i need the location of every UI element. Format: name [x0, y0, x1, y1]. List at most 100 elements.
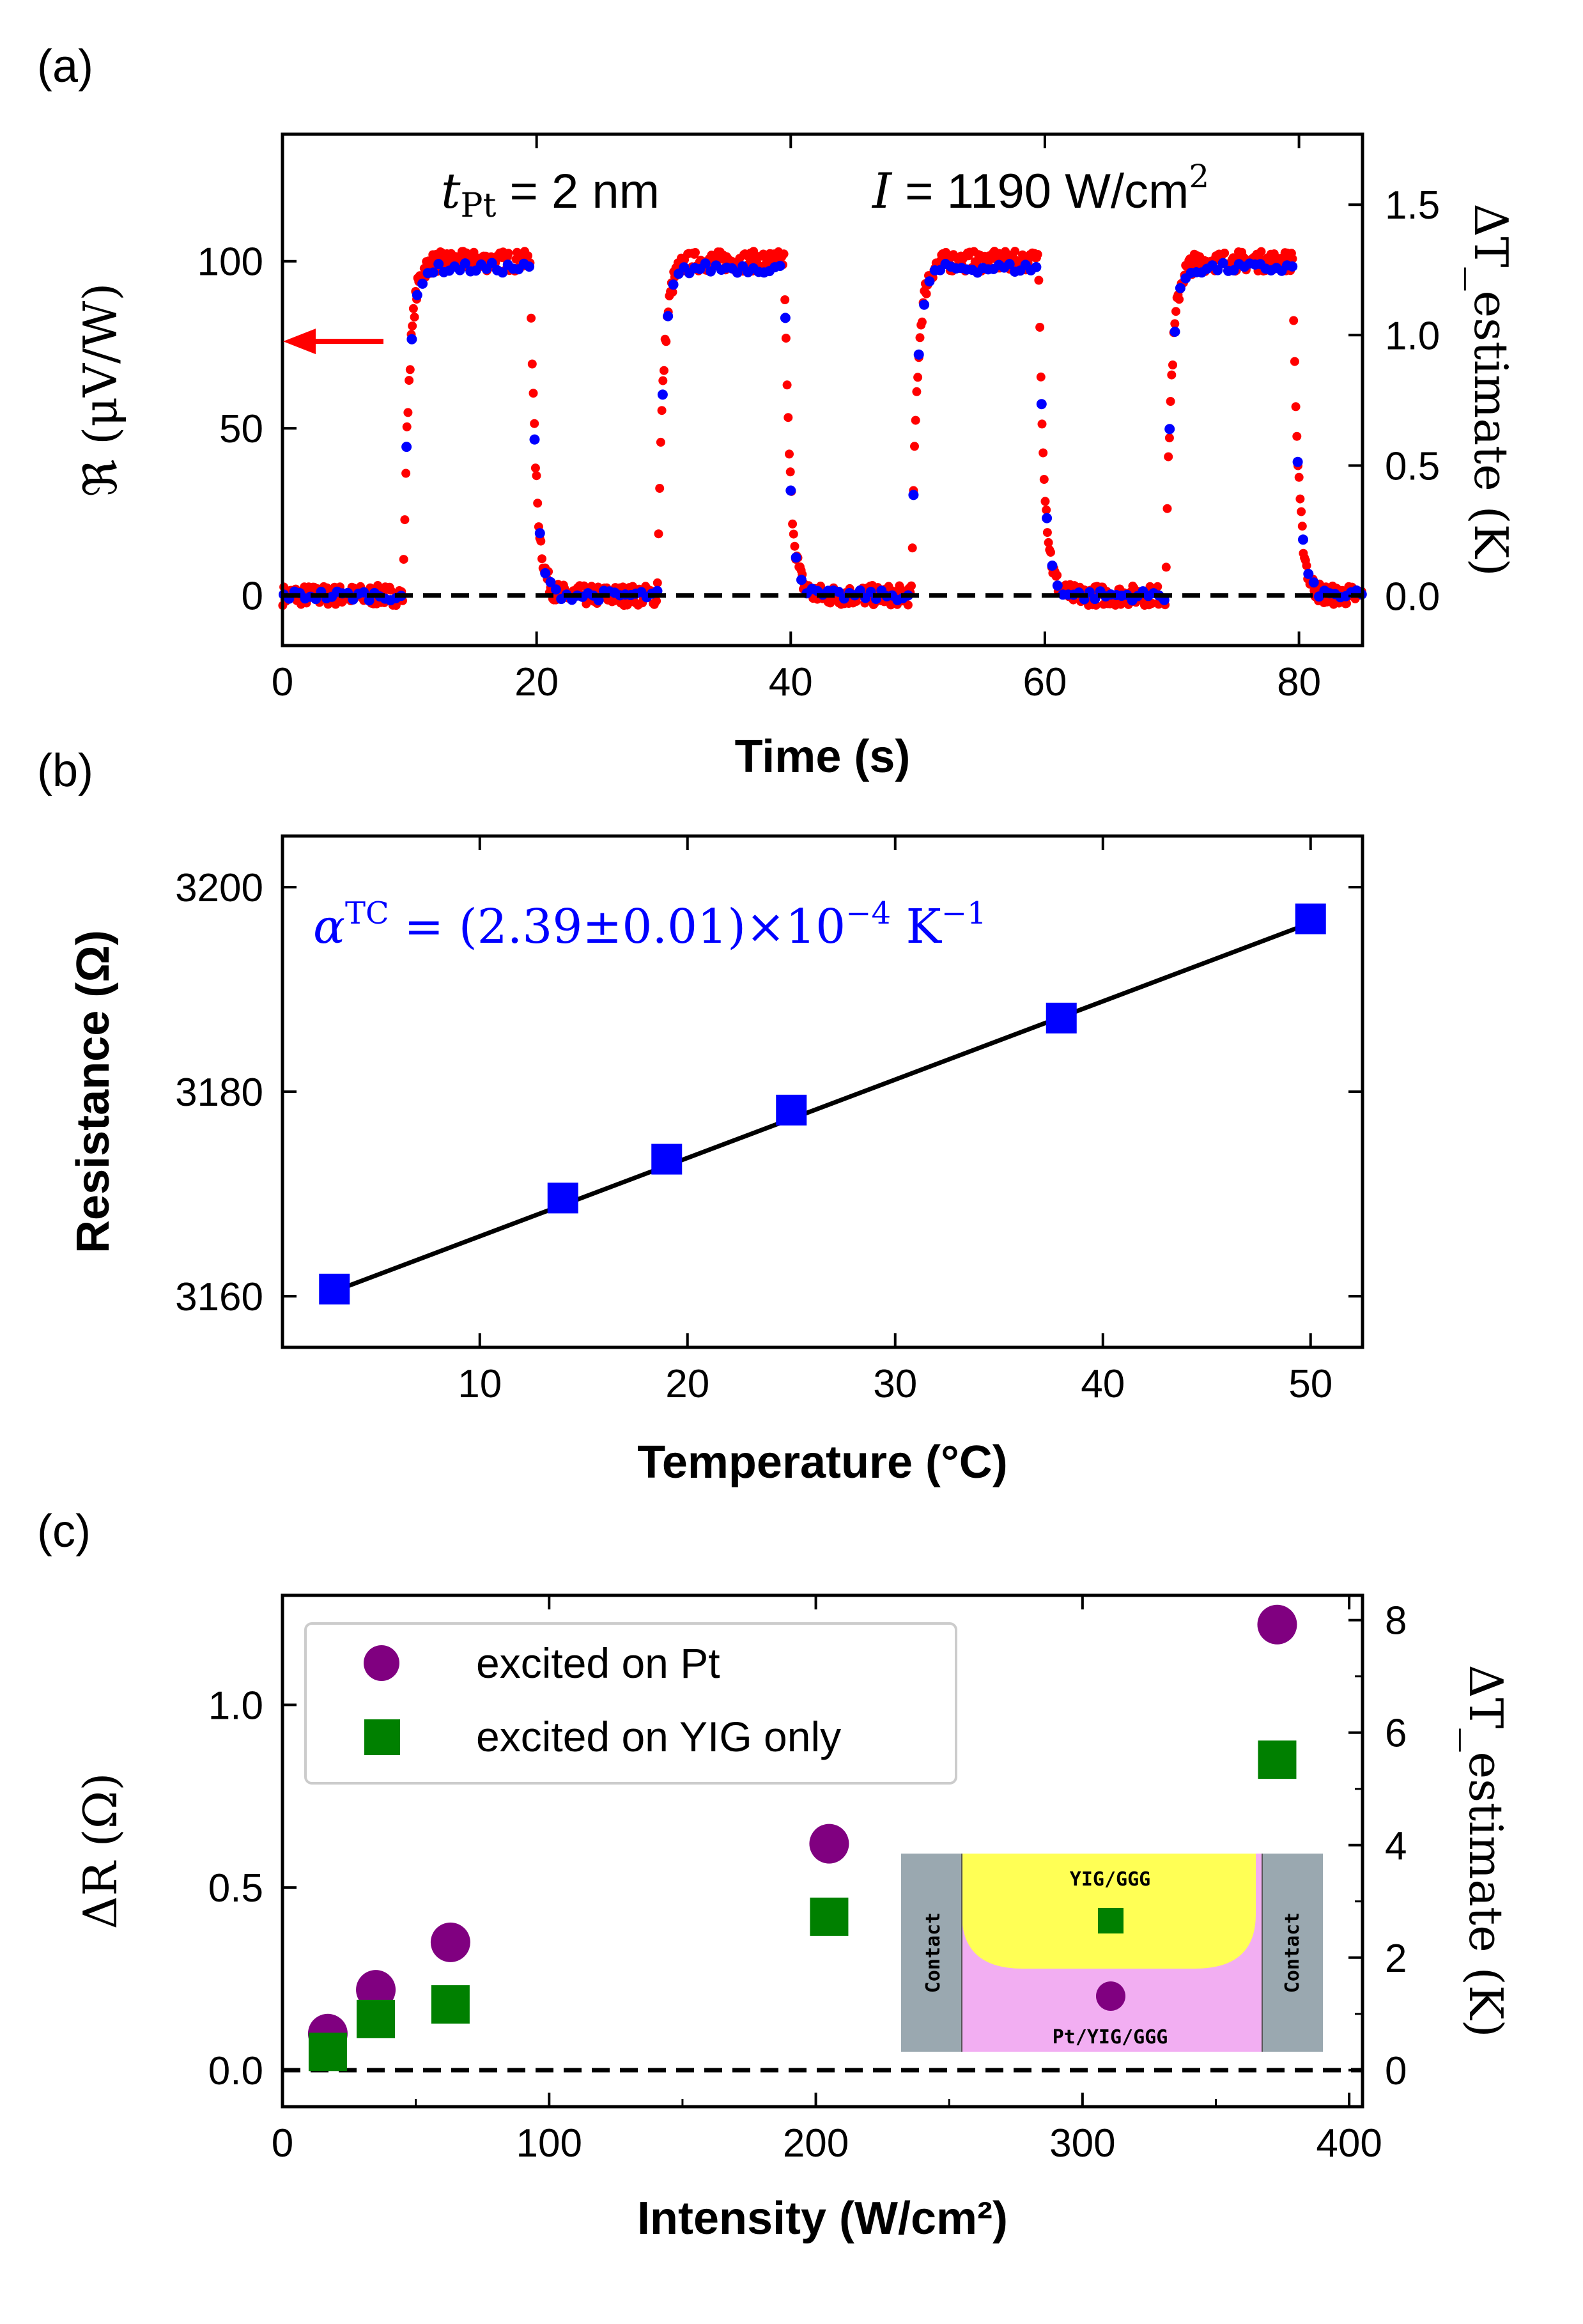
- panel-c-axes: 0 100 200 300 400 0.0 0.5 1.0 0 2 4 6 8: [208, 1595, 1407, 2165]
- raw-point: [1168, 360, 1177, 369]
- raw-point: [1175, 295, 1184, 304]
- averaged-point: [1212, 265, 1223, 275]
- averaged-point: [359, 587, 369, 598]
- raw-point: [1342, 599, 1351, 608]
- raw-point: [1166, 397, 1175, 406]
- resistance-point: [651, 1143, 683, 1175]
- svg-text:Resistance (Ω): Resistance (Ω): [68, 930, 119, 1253]
- panel-a-x-axis-label: Time (s): [735, 731, 911, 782]
- averaged-point: [417, 278, 428, 289]
- excited-on-yig-point: [810, 1897, 849, 1936]
- x-tick-label: 400: [1316, 2121, 1382, 2165]
- averaged-point: [545, 577, 556, 587]
- raw-point: [785, 449, 794, 459]
- averaged-point: [550, 584, 561, 595]
- resistance-point: [547, 1182, 578, 1214]
- x-tick-label: 300: [1049, 2121, 1115, 2165]
- averaged-point: [1031, 261, 1042, 272]
- x-tick-label: 40: [769, 660, 813, 704]
- averaged-point: [854, 585, 865, 596]
- averaged-point: [1217, 258, 1228, 268]
- averaged-point: [1308, 577, 1319, 588]
- panel-c-legend: excited on Pt excited on YIG only: [304, 1622, 957, 1785]
- averaged-point: [1292, 456, 1303, 467]
- x-tick-label: 0: [272, 660, 293, 704]
- panel-c-plot-area: [282, 1604, 1363, 2073]
- raw-point: [749, 247, 759, 256]
- raw-point: [1256, 247, 1266, 256]
- x-tick-label: 80: [1277, 660, 1321, 704]
- y2-tick-label: 1.0: [1385, 314, 1440, 358]
- raw-point: [408, 304, 418, 313]
- panel-a-thickness-annotation: tPt = 2 nm: [441, 162, 660, 225]
- svg-text:ΔR (Ω): ΔR (Ω): [73, 1773, 127, 1930]
- raw-point: [910, 442, 919, 451]
- panel-a-arrow: [283, 329, 383, 355]
- y-tick-label: 3180: [175, 1071, 263, 1115]
- y-tick-label: 1.0: [208, 1684, 263, 1728]
- panel-a-right-axis-label: ΔT_estimate (K): [1464, 203, 1518, 576]
- resistance-point: [319, 1273, 350, 1305]
- raw-point: [1171, 307, 1180, 316]
- raw-point: [1036, 372, 1046, 382]
- raw-point: [1039, 448, 1048, 458]
- panel-b-x-axis-label: Temperature (°C): [637, 1437, 1008, 1488]
- raw-point: [653, 578, 662, 587]
- resistance-point: [776, 1094, 807, 1126]
- raw-point: [691, 248, 700, 257]
- averaged-point: [401, 442, 412, 453]
- inset-square-marker: [1098, 1908, 1124, 1933]
- raw-point: [658, 376, 668, 385]
- raw-point: [784, 413, 793, 422]
- raw-point: [1035, 323, 1045, 332]
- raw-point: [504, 249, 513, 258]
- panel-a-axes: 0 20 40 60 80 0 50 100 0.0 0.5 1.0 1.5: [197, 134, 1440, 704]
- averaged-point: [913, 349, 924, 360]
- averaged-point: [524, 261, 535, 272]
- raw-point: [781, 334, 791, 343]
- averaged-point: [908, 490, 919, 500]
- raw-point: [911, 415, 920, 425]
- x-tick-label: 30: [873, 1362, 917, 1406]
- raw-point: [886, 600, 895, 610]
- raw-point: [1167, 370, 1177, 380]
- averaged-point: [785, 485, 796, 496]
- panel-b-plot-area: [319, 903, 1326, 1305]
- raw-point: [1170, 319, 1180, 329]
- legend-marker-excited-on-yig: [364, 1719, 400, 1755]
- raw-point: [912, 387, 922, 396]
- svg-text:ΔT_estimate (K): ΔT_estimate (K): [1459, 1664, 1513, 2037]
- x-tick-label: 60: [1023, 660, 1067, 704]
- excited-on-yig-point: [1258, 1740, 1297, 1779]
- y-tick-label: 0: [242, 575, 263, 619]
- raw-point: [917, 317, 927, 327]
- inset-yig-label: YIG/GGG: [1070, 1868, 1150, 1891]
- averaged-point: [412, 290, 422, 300]
- raw-point: [652, 596, 661, 606]
- raw-point: [1042, 505, 1051, 515]
- x-tick-label: 50: [1288, 1362, 1332, 1406]
- raw-point: [782, 380, 792, 390]
- averaged-point: [486, 258, 497, 268]
- inset-contact-right-label: Contact: [1281, 1912, 1304, 1993]
- panel-c-x-axis-label: Intensity (W/cm²): [637, 2193, 1008, 2244]
- inset-contact-left-label: Contact: [922, 1912, 945, 1993]
- y-tick-label: 3160: [175, 1275, 263, 1319]
- raw-point: [668, 288, 677, 297]
- raw-point: [401, 469, 411, 478]
- y-tick-label: 3200: [175, 866, 263, 910]
- raw-point: [1033, 250, 1042, 259]
- raw-point: [788, 519, 798, 529]
- raw-point: [1291, 402, 1301, 412]
- inset-circle-marker: [1096, 1981, 1125, 2011]
- raw-point: [399, 555, 408, 564]
- raw-point: [410, 313, 419, 322]
- raw-point: [660, 366, 668, 375]
- x-tick-label: 10: [458, 1362, 502, 1406]
- averaged-point: [1036, 399, 1047, 410]
- raw-point: [790, 541, 799, 551]
- averaged-point: [1052, 580, 1063, 591]
- raw-point: [533, 499, 543, 508]
- raw-point: [469, 247, 479, 257]
- averaged-point: [1090, 594, 1100, 605]
